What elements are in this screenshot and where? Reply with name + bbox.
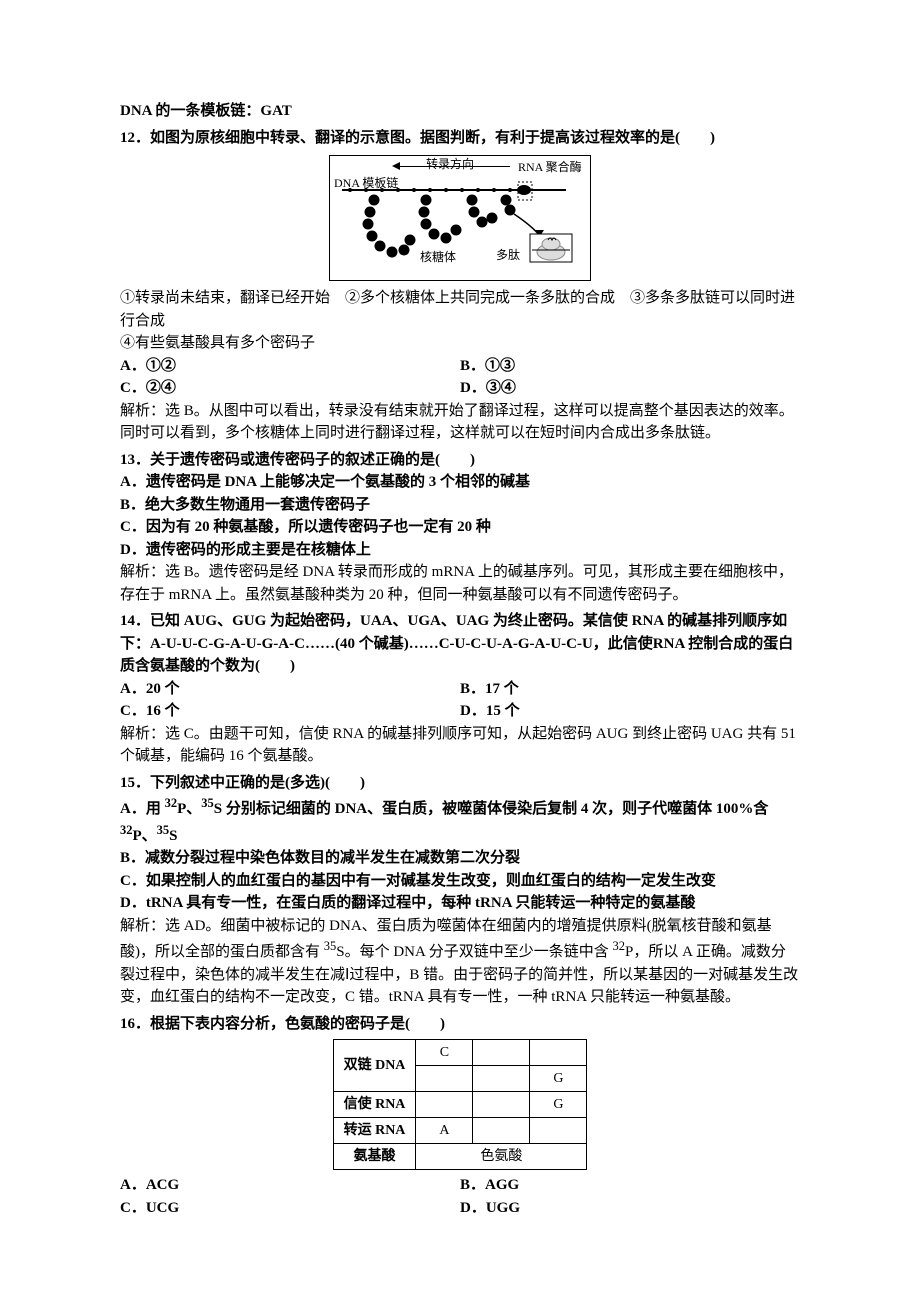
sup: 32 [165,796,178,810]
q13-ans: 解析：选 B。遗传密码是经 DNA 转录而形成的 mRNA 上的碱基序列。可见，… [120,561,800,606]
cell: 信使 RNA [333,1092,416,1118]
q14-C: C．16 个 [120,700,460,723]
q12-opts: A．①② B．①③ C．②④ D．③④ [120,355,800,400]
q16-opts: A．ACG B．AGG C．UCG D．UGG [120,1174,800,1219]
row: 转运 RNA A [333,1118,587,1144]
sup: 35 [201,796,214,810]
q16-D: D．UGG [460,1197,800,1220]
q16-C: C．UCG [120,1197,460,1220]
q12-D: D．③④ [460,377,800,400]
t: P、 [133,828,157,844]
row: 双链 DNA C [333,1040,587,1066]
cell: 氨基酸 [333,1144,416,1170]
cell: G [530,1066,587,1092]
q16-stem: 16．根据下表内容分析，色氨酸的密码子是( ) [120,1013,800,1036]
cell [473,1040,530,1066]
q16-A: A．ACG [120,1174,460,1197]
q14: 14．已知 AUG、GUG 为起始密码，UAA、UGA、UAG 为终止密码。某信… [120,610,800,768]
q12-stem: 12．如图为原核细胞中转录、翻译的示意图。据图判断，有利于提高该过程效率的是( … [120,127,800,150]
row: 氨基酸 色氨酸 [333,1144,587,1170]
cell: 色氨酸 [416,1144,587,1170]
q14-stem: 14．已知 AUG、GUG 为起始密码，UAA、UGA、UAG 为终止密码。某信… [120,610,800,678]
t: S [169,828,177,844]
cell [416,1092,473,1118]
sup: 32 [120,823,133,837]
q14-opts: A．20 个 B．17 个 C．16 个 D．15 个 [120,678,800,723]
q12: 12．如图为原核细胞中转录、翻译的示意图。据图判断，有利于提高该过程效率的是( … [120,127,800,445]
q16-table: 双链 DNA C G 信使 RNA G 转运 RNA A 氨基酸 色氨酸 [333,1039,588,1170]
q14-A: A．20 个 [120,678,460,701]
q13-B: B．绝大多数生物通用一套遗传密码子 [120,494,800,517]
q12-C: C．②④ [120,377,460,400]
t: A．用 [120,801,165,817]
q14-B: B．17 个 [460,678,800,701]
sup: 35 [324,939,337,953]
cell [473,1066,530,1092]
t: S。每个 DNA 分子双链中至少一条链中含 [336,944,612,960]
line-top: DNA 的一条模板链：GAT [120,100,800,123]
sup: 32 [613,939,626,953]
q14-D: D．15 个 [460,700,800,723]
q15-ans: 解析：选 AD。细菌中被标记的 DNA、蛋白质为噬菌体在细菌内的增殖提供原料(脱… [120,915,800,1009]
q12-A: A．①② [120,355,460,378]
q13-D: D．遗传密码的形成主要是在核糖体上 [120,539,800,562]
cell: A [416,1118,473,1144]
q15: 15．下列叙述中正确的是(多选)( ) A．用 32P、35S 分别标记细菌的 … [120,772,800,1009]
q12-B: B．①③ [460,355,800,378]
t: P、 [177,801,201,817]
q12-ans: 解析：选 B。从图中可以看出，转录没有结束就开始了翻译过程，这样可以提高整个基因… [120,400,800,445]
q13: 13．关于遗传密码或遗传密码子的叙述正确的是( ) A．遗传密码是 DNA 上能… [120,449,800,607]
row: 信使 RNA G [333,1092,587,1118]
sup: 35 [157,823,170,837]
q14-ans: 解析：选 C。由题干可知，信使 RNA 的碱基排列顺序可知，从起始密码 AUG … [120,723,800,768]
q13-A: A．遗传密码是 DNA 上能够决定一个氨基酸的 3 个相邻的碱基 [120,471,800,494]
q15-B: B．减数分裂过程中染色体数目的减半发生在减数第二次分裂 [120,847,800,870]
q13-C: C．因为有 20 种氨基酸，所以遗传密码子也一定有 20 种 [120,516,800,539]
cell [530,1040,587,1066]
cell: G [530,1092,587,1118]
cell [473,1092,530,1118]
q15-C: C．如果控制人的血红蛋白的基因中有一对碱基发生改变，则血红蛋白的结构一定发生改变 [120,870,800,893]
cell: C [416,1040,473,1066]
fig-svg [330,156,574,266]
cell: 双链 DNA [333,1040,416,1092]
cell [530,1118,587,1144]
t: S 分别标记细菌的 DNA、蛋白质，被噬菌体侵染后复制 4 次，则子代噬菌体 1… [214,801,769,817]
q12-line2: ④有些氨基酸具有多个密码子 [120,332,800,355]
q15-A: A．用 32P、35S 分别标记细菌的 DNA、蛋白质，被噬菌体侵染后复制 4 … [120,794,800,847]
q13-stem: 13．关于遗传密码或遗传密码子的叙述正确的是( ) [120,449,800,472]
cell: 转运 RNA [333,1118,416,1144]
cell [416,1066,473,1092]
q15-D: D．tRNA 具有专一性，在蛋白质的翻译过程中，每种 tRNA 只能转运一种特定… [120,892,800,915]
q16-B: B．AGG [460,1174,800,1197]
text: DNA 的一条模板链：GAT [120,103,292,119]
q12-line1: ①转录尚未结束，翻译已经开始 ②多个核糖体上共同完成一条多肽的合成 ③多条多肽链… [120,287,800,332]
q16: 16．根据下表内容分析，色氨酸的密码子是( ) 双链 DNA C G 信使 RN… [120,1013,800,1220]
q15-stem: 15．下列叙述中正确的是(多选)( ) [120,772,800,795]
q12-figure: 转录方向 DNA 模板链 RNA 聚合酶 核糖体 多肽 [329,155,591,281]
cell [473,1118,530,1144]
